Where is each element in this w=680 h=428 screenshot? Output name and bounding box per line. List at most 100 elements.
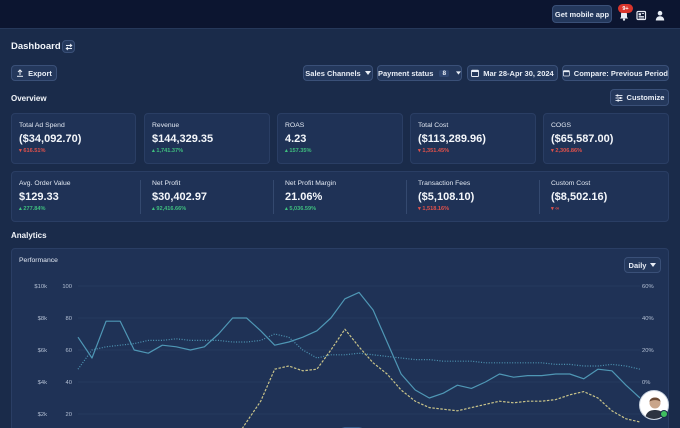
trend-down-icon: ▾ <box>551 206 556 212</box>
kpi-item: Total Ad Spend ($34,092.70) ▾ 616.51% <box>19 122 139 154</box>
kpi-card-revenue <box>144 113 270 164</box>
payment-status-label: Payment status <box>378 68 434 78</box>
kpi-value: $30,402.97 <box>152 191 208 203</box>
y-axis-tick-label: 0% <box>642 380 650 386</box>
performance-chart: $10k10060%$8k8040%$6k6020%$4k400%$2k20-2… <box>34 284 656 428</box>
kpi-change: ▴ 5,036.59% <box>285 206 405 212</box>
kpi-change-value: 2,306.86% <box>555 148 583 154</box>
kpi-value: ($8,502.16) <box>551 191 608 203</box>
kpi-change-value: ∞ <box>555 206 560 212</box>
kpi-card-cogs <box>543 113 669 164</box>
performance-chart-card: $10k10060%$8k8040%$6k6020%$4k400%$2k20-2… <box>11 248 669 428</box>
kpi-label: Total Cost <box>418 122 449 129</box>
sliders-icon <box>615 93 623 102</box>
kpi-change-value: 92,416.66% <box>156 206 187 212</box>
trend-down-icon: ▾ <box>551 148 556 154</box>
kpi-item: Transaction Fees ($5,108.10) ▾ 1,518.16% <box>418 180 538 212</box>
kpi-item: Revenue $144,329.35 ▴ 1,741.37% <box>152 122 272 154</box>
kpi-label: Net Profit <box>152 180 181 187</box>
kpi-label: Avg. Order Value <box>19 180 71 187</box>
y-axis-tick-label: 20% <box>642 348 654 354</box>
caret-down-icon <box>364 71 371 75</box>
kpi-label: Net Profit Margin <box>285 180 336 187</box>
kpi-item: Net Profit $30,402.97 ▴ 92,416.66% <box>152 180 272 212</box>
kpi-change-value: 277.84% <box>23 206 46 212</box>
trend-up-icon: ▴ <box>152 206 157 212</box>
series-line <box>241 328 641 428</box>
y-axis-tick-label: 80 <box>66 316 72 322</box>
date-range-picker[interactable]: Mar 28-Apr 30, 2024 <box>467 65 558 81</box>
export-button[interactable]: Export <box>11 65 57 81</box>
user-icon[interactable] <box>653 8 667 22</box>
analytics-heading: Analytics <box>11 231 47 240</box>
news-icon[interactable] <box>634 8 648 22</box>
sales-channels-dropdown[interactable]: Sales Channels <box>303 65 373 81</box>
trend-up-icon: ▴ <box>285 148 290 154</box>
kpi-value: ($34,092.70) <box>19 133 82 145</box>
notification-badge: 9+ <box>618 4 633 13</box>
kpi-change-value: 1,741.37% <box>156 148 184 154</box>
y-axis-tick-label: 60 <box>66 348 72 354</box>
kpi-change: ▴ 92,416.66% <box>152 206 272 212</box>
kpi-label: Custom Cost <box>551 180 591 187</box>
kpi-divider <box>273 180 274 214</box>
y-axis-tick-label: $2k <box>38 412 47 418</box>
trend-down-icon: ▾ <box>418 206 423 212</box>
kpi-value: ($5,108.10) <box>418 191 475 203</box>
caret-down-icon <box>456 71 461 75</box>
upload-icon <box>17 69 24 77</box>
trend-up-icon: ▴ <box>285 206 290 212</box>
caret-down-icon <box>650 263 657 267</box>
kpi-divider <box>406 180 407 214</box>
export-label: Export <box>28 68 52 78</box>
payment-status-count: 8 <box>439 69 450 77</box>
kpi-change: ▾ 616.51% <box>19 148 139 154</box>
customize-button[interactable]: Customize <box>610 89 669 106</box>
kpi-item: COGS ($65,587.00) ▾ 2,306.86% <box>551 122 671 154</box>
trend-up-icon: ▴ <box>152 148 157 154</box>
support-avatar[interactable] <box>639 390 669 420</box>
kpi-change-value: 1,518.16% <box>422 206 450 212</box>
kpi-value: 4.23 <box>285 133 307 145</box>
kpi-change: ▾ 1,518.16% <box>418 206 538 212</box>
get-mobile-app-button[interactable]: Get mobile app <box>552 5 612 23</box>
kpi-label: Revenue <box>152 122 180 129</box>
period-dropdown[interactable]: Daily <box>624 257 661 273</box>
compare-period-picker[interactable]: Compare: Previous Period <box>562 65 669 81</box>
calendar-icon <box>563 70 570 77</box>
trend-down-icon: ▾ <box>418 148 423 154</box>
swap-icon[interactable] <box>62 40 75 53</box>
payment-status-dropdown[interactable]: Payment status 8 <box>377 65 462 81</box>
kpi-item: Net Profit Margin 21.06% ▴ 5,036.59% <box>285 180 405 212</box>
y-axis-tick-label: 40 <box>66 380 72 386</box>
series-line <box>77 333 641 370</box>
kpi-card-roas <box>277 113 403 164</box>
kpi-label: COGS <box>551 122 572 129</box>
kpi-change: ▾ 1,351.45% <box>418 148 538 154</box>
kpi-value: $129.33 <box>19 191 59 203</box>
kpi-change-value: 1,351.45% <box>422 148 450 154</box>
kpi-change: ▾ 2,306.86% <box>551 148 671 154</box>
kpi-change-value: 5,036.59% <box>289 206 317 212</box>
kpi-value: ($113,289.96) <box>418 133 486 145</box>
overview-heading: Overview <box>11 94 47 103</box>
y-axis-tick-label: 20 <box>66 412 72 418</box>
kpi-label: ROAS <box>285 122 305 129</box>
kpi-item: ROAS 4.23 ▴ 157.35% <box>285 122 405 154</box>
compare-label: Compare: Previous Period <box>573 68 668 78</box>
kpi-label: Transaction Fees <box>418 180 471 187</box>
y-axis-tick-label: $6k <box>38 348 47 354</box>
kpi-change: ▾ ∞ <box>551 206 671 212</box>
period-label: Daily <box>628 260 647 270</box>
kpi-label: Total Ad Spend <box>19 122 65 129</box>
customize-label: Customize <box>626 93 665 102</box>
date-range-label: Mar 28-Apr 30, 2024 <box>483 68 554 78</box>
kpi-item: Avg. Order Value $129.33 ▴ 277.84% <box>19 180 139 212</box>
sales-channels-label: Sales Channels <box>305 68 361 78</box>
kpi-divider <box>140 180 141 214</box>
y-axis-tick-label: 100 <box>62 284 72 290</box>
kpi-value: ($65,587.00) <box>551 133 614 145</box>
kpi-item: Total Cost ($113,289.96) ▾ 1,351.45% <box>418 122 538 154</box>
y-axis-tick-label: 40% <box>642 316 654 322</box>
kpi-change-value: 616.51% <box>23 148 46 154</box>
